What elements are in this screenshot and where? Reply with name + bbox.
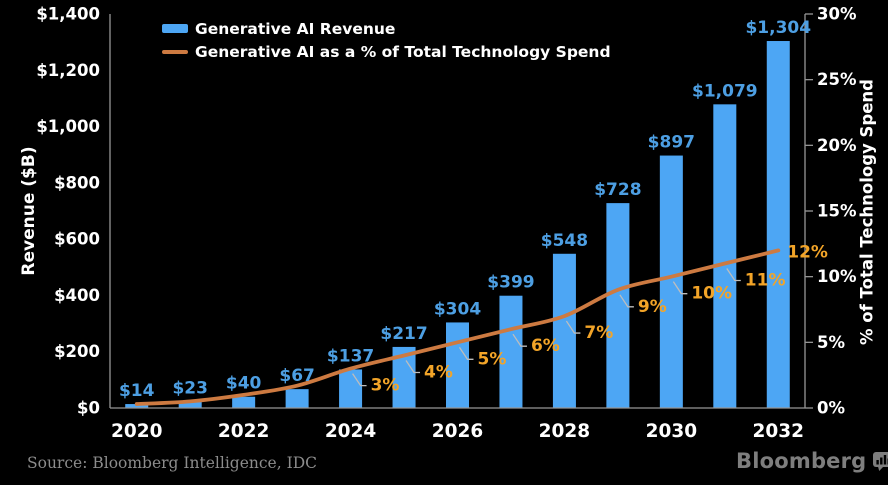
bloomberg-logo-text: Bloomberg [736, 449, 867, 473]
bar-value-label: $548 [541, 231, 588, 251]
bar-2029 [606, 203, 630, 408]
bar-value-label: $304 [434, 299, 481, 319]
x-axis-tick-label: 2032 [753, 421, 805, 442]
source-text: Source: Bloomberg Intelligence, IDC [27, 454, 317, 472]
bar-2027 [499, 295, 523, 408]
x-axis-tick-label: 2022 [218, 421, 270, 442]
left-axis-tick-label: $1,400 [36, 5, 100, 24]
legend-line-label: Generative AI as a % of Total Technology… [195, 42, 611, 61]
x-axis-tick-label: 2030 [646, 421, 698, 442]
left-axis-tick-label: $800 [54, 173, 100, 192]
pct-value-label: 9% [638, 297, 667, 317]
pct-value-label: 11% [745, 271, 786, 291]
legend-item-pct: Generative AI as a % of Total Technology… [162, 41, 611, 62]
left-axis-tick-label: $1,200 [36, 61, 100, 80]
x-axis-tick-label: 2026 [432, 421, 484, 442]
pct-value-label: 6% [531, 336, 560, 356]
bar-value-label: $67 [279, 366, 315, 386]
pct-value-label: 7% [584, 323, 613, 343]
pct-label-leader [512, 333, 527, 347]
right-axis-tick-label: 5% [817, 333, 845, 352]
left-axis-tick-label: $0 [77, 399, 100, 418]
legend: Generative AI Revenue Generative AI as a… [162, 18, 611, 62]
pct-label-leader [565, 320, 581, 334]
bar-2030 [659, 155, 683, 408]
bar-value-label: $217 [380, 324, 427, 344]
pct-value-label: 12% [787, 242, 828, 262]
legend-bar-label: Generative AI Revenue [195, 19, 396, 38]
pct-label-leader [405, 360, 421, 374]
bar-2020 [125, 404, 149, 408]
bar-value-label: $137 [327, 346, 374, 366]
right-axis-tick-label: 25% [817, 70, 857, 89]
pct-label-leader [672, 281, 688, 295]
bloomberg-logo: Bloomberg [736, 449, 888, 473]
right-axis-tick-label: 20% [817, 136, 857, 155]
right-axis-tick-label: 30% [817, 5, 857, 24]
x-axis-tick-label: 2020 [111, 421, 163, 442]
left-axis-tick-label: $200 [54, 342, 100, 361]
pct-value-label: 3% [371, 376, 400, 396]
legend-line-swatch [162, 49, 188, 54]
bar-2024 [339, 369, 363, 408]
legend-bar-swatch [162, 24, 188, 33]
bloomberg-chart-bubble-icon [873, 451, 888, 471]
left-axis-tick-label: $400 [54, 286, 100, 305]
x-axis-tick-label: 2024 [325, 421, 377, 442]
bar-2031 [713, 104, 737, 409]
pct-label-leader [726, 268, 741, 282]
bar-value-label: $1,304 [745, 18, 811, 38]
pct-value-label: 10% [691, 284, 732, 304]
left-axis-title: Revenue ($B) [19, 146, 39, 276]
bar-value-label: $14 [119, 381, 155, 401]
bar-2021 [178, 401, 202, 408]
right-axis-tick-label: 10% [817, 267, 857, 286]
bar-2023 [285, 389, 309, 408]
legend-item-revenue: Generative AI Revenue [162, 18, 611, 39]
pct-label-leader [352, 373, 367, 387]
bar-value-label: $897 [648, 133, 695, 153]
pct-line [134, 248, 781, 406]
bar-value-label: $40 [226, 374, 262, 394]
bar-value-label: $1,079 [692, 81, 758, 101]
right-axis-title: % of Total Technology Spend [857, 79, 877, 345]
left-axis-tick-label: $1,000 [36, 117, 100, 136]
pct-value-label: 4% [424, 362, 453, 382]
bar-2032 [766, 41, 790, 408]
pct-label-leader [458, 346, 474, 360]
bar-2022 [232, 396, 256, 408]
bar-value-label: $728 [594, 180, 641, 200]
bar-2025 [392, 346, 416, 408]
right-axis-tick-label: 0% [817, 399, 845, 418]
right-axis-tick-label: 15% [817, 202, 857, 221]
left-axis-tick-label: $600 [54, 230, 100, 249]
bar-2028 [552, 253, 576, 408]
pct-value-label: 5% [478, 349, 507, 369]
pct-label-leader [619, 294, 634, 308]
x-axis-tick-label: 2028 [539, 421, 591, 442]
bar-value-label: $399 [487, 273, 534, 293]
bar-value-label: $23 [172, 379, 208, 399]
